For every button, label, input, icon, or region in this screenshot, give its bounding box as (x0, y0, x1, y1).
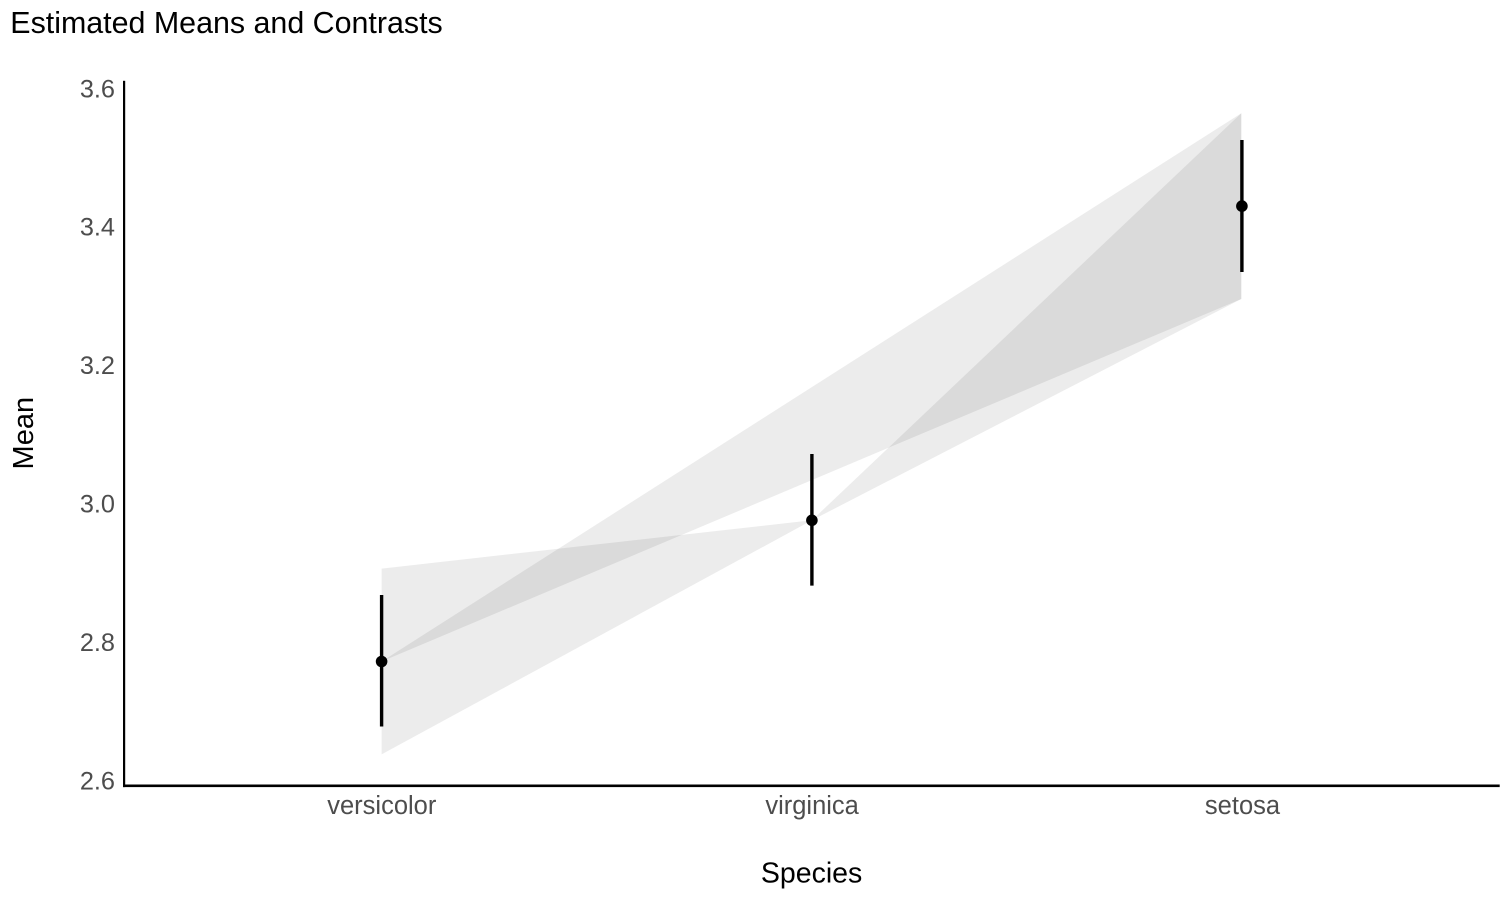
svg-text:versicolor: versicolor (327, 792, 437, 820)
svg-text:setosa: setosa (1205, 792, 1281, 820)
svg-text:Mean: Mean (8, 397, 40, 470)
svg-text:3.4: 3.4 (80, 214, 115, 242)
svg-text:virginica: virginica (765, 792, 859, 820)
svg-text:Species: Species (761, 857, 862, 889)
svg-text:2.6: 2.6 (80, 767, 115, 795)
svg-text:3.2: 3.2 (80, 352, 115, 380)
svg-text:2.8: 2.8 (80, 629, 115, 657)
svg-text:3.6: 3.6 (80, 75, 115, 103)
svg-text:Estimated Means and Contrasts: Estimated Means and Contrasts (10, 6, 442, 40)
svg-text:3.0: 3.0 (80, 491, 115, 519)
